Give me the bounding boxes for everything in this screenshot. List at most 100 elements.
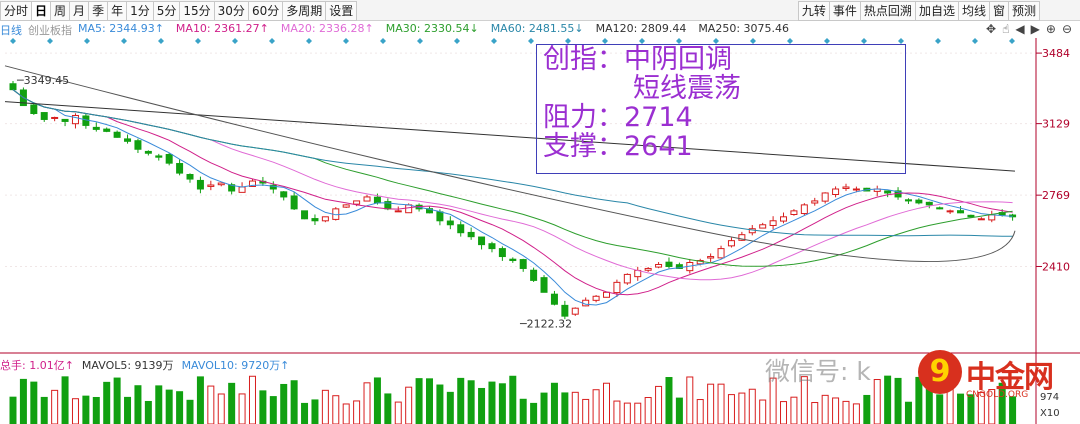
period-tab-8[interactable]: 15分 — [180, 1, 215, 21]
candle-body — [238, 186, 246, 193]
period-tab-0[interactable]: 分时 — [0, 1, 33, 21]
period-tab-2[interactable]: 周 — [51, 1, 71, 21]
period-tab-9[interactable]: 30分 — [214, 1, 249, 21]
high-price-label: ─3349.45 — [16, 74, 69, 87]
tool-button-2[interactable]: 热点回溯 — [860, 1, 916, 21]
tool-button-5[interactable]: 窗 — [989, 1, 1009, 21]
event-marker — [158, 38, 164, 44]
tool-button-0[interactable]: 九转 — [797, 1, 830, 21]
candle-body — [217, 182, 225, 186]
candle-body — [561, 304, 569, 317]
period-tab-12[interactable]: 设置 — [326, 1, 358, 21]
candle-body — [842, 186, 850, 189]
volume-bar — [727, 394, 735, 424]
event-marker — [10, 38, 16, 44]
chart-tools: ✥ ☝ ◀ ▶ ⊕ ⊖ — [986, 22, 1072, 36]
volume-bar — [592, 389, 600, 424]
ma-legend-1: MA10: 2361.27↑ — [175, 22, 269, 35]
volume-bar — [873, 379, 881, 424]
tool-button-3[interactable]: 加自选 — [915, 1, 959, 21]
candle-body — [71, 114, 79, 125]
volume-bar — [821, 394, 829, 424]
candle-body — [530, 269, 538, 281]
candle-body — [904, 199, 912, 202]
tool-button-1[interactable]: 事件 — [829, 1, 861, 21]
volume-bar — [988, 389, 996, 424]
event-marker — [454, 38, 460, 44]
volume-bar — [321, 389, 329, 424]
candle-body — [144, 150, 152, 154]
period-tab-5[interactable]: 年 — [108, 1, 128, 21]
candle-body — [176, 163, 184, 174]
candle-body — [498, 248, 506, 258]
hand-icon[interactable]: ☝ — [1002, 22, 1010, 36]
ma-legend: 日线 创业板指 MA5: 2344.93↑ MA10: 2361.27↑ MA20:… — [0, 22, 801, 37]
event-marker — [787, 38, 793, 44]
candle-body — [51, 116, 59, 119]
volume-bar — [373, 377, 381, 424]
candle-body — [446, 220, 454, 226]
period-tab-3[interactable]: 月 — [70, 1, 90, 21]
tool-button-6[interactable]: 预测 — [1008, 1, 1040, 21]
volume-bar — [863, 394, 871, 424]
candle-body — [61, 118, 69, 122]
zoom-out-icon[interactable]: ⊖ — [1061, 22, 1072, 36]
volume-bar — [509, 375, 517, 424]
candle-body — [103, 128, 111, 132]
move-icon[interactable]: ✥ — [986, 22, 997, 36]
candle-body — [373, 196, 381, 204]
event-marker — [417, 38, 423, 44]
tool-button-4[interactable]: 均线 — [958, 1, 990, 21]
candle-body — [394, 210, 402, 213]
ma-legend-4: MA60: 2481.55↓ — [490, 22, 584, 35]
volume-bar — [415, 378, 423, 424]
volume-bar — [207, 385, 215, 424]
period-tab-4[interactable]: 季 — [89, 1, 109, 21]
period-tab-11[interactable]: 多周期 — [283, 1, 327, 21]
period-tab-10[interactable]: 60分 — [248, 1, 284, 21]
logo-text: 中金网 — [966, 360, 1054, 395]
volume-legend: 总手: 1.01亿↑ MAVOL5: 9139万 MAVOL10: 9720万↑ — [0, 357, 297, 373]
candle-body — [301, 210, 309, 220]
volume-bar — [290, 380, 298, 424]
candle-body — [759, 224, 767, 229]
volume-bar — [655, 385, 663, 424]
pan-left-icon[interactable]: ◀ — [1015, 22, 1025, 36]
volume-bar — [780, 401, 788, 424]
event-marker — [121, 38, 127, 44]
event-marker — [972, 38, 978, 44]
candle-body — [967, 214, 975, 218]
volume-bar — [228, 382, 236, 424]
volume-bar — [280, 383, 288, 424]
candle-body — [603, 291, 611, 298]
ma5-line — [12, 89, 1013, 306]
kline-chart[interactable]: 3484 3129 2769 2410 ─3349.45 ─2122.32 974 X10 — [0, 38, 1080, 424]
candle-body — [821, 192, 829, 202]
wechat-watermark: 微信号: k — [765, 357, 871, 386]
volume-bar — [124, 396, 132, 424]
period-tab-1[interactable]: 日 — [32, 1, 52, 21]
logo-sub: CNGOLD.ORG — [966, 390, 1029, 400]
volume-bar — [561, 392, 569, 424]
zoom-in-icon[interactable]: ⊕ — [1045, 22, 1056, 36]
period-toolbar: 分时日周月季年 1分 5分 15分 30分 60分 多周期 设置 九转 事件 热点回溯 加自选 均线窗… — [0, 0, 1080, 21]
period-tab-7[interactable]: 5分 — [153, 1, 181, 21]
volume-bar — [665, 377, 673, 424]
volume-bar — [40, 396, 48, 424]
candle-body — [207, 184, 215, 187]
candle-body — [280, 191, 288, 198]
volume-bar — [644, 397, 652, 424]
event-marker — [935, 38, 941, 44]
event-marker — [1009, 38, 1015, 44]
period-tab-6[interactable]: 1分 — [127, 1, 154, 21]
ma10-line — [12, 89, 1013, 296]
ma-legend-2: MA20: 2336.28↑ — [280, 22, 374, 35]
event-marker — [491, 38, 497, 44]
volume-bar — [759, 399, 767, 424]
candle-body — [124, 138, 132, 142]
pan-right-icon[interactable]: ▶ — [1030, 22, 1040, 36]
volume-bar — [696, 399, 704, 424]
volume-bar — [92, 396, 100, 424]
volume-bar — [384, 393, 392, 424]
volume-bar — [832, 397, 840, 424]
